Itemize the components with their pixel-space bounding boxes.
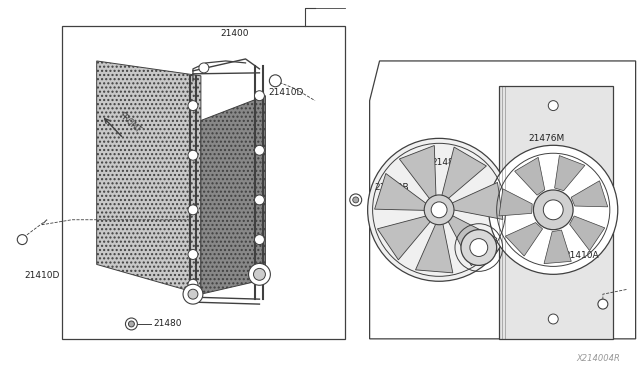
Text: 21410A: 21410A <box>564 251 599 260</box>
Circle shape <box>489 145 618 274</box>
Circle shape <box>548 314 558 324</box>
Circle shape <box>353 197 358 203</box>
Polygon shape <box>499 189 532 216</box>
Circle shape <box>255 91 264 101</box>
Text: 21410D: 21410D <box>268 88 304 97</box>
Polygon shape <box>451 182 503 219</box>
Text: 21400: 21400 <box>221 29 249 38</box>
Polygon shape <box>571 181 608 207</box>
Polygon shape <box>201 96 266 294</box>
Circle shape <box>253 268 266 280</box>
Text: FRONT: FRONT <box>116 110 142 134</box>
Polygon shape <box>506 222 543 256</box>
Text: 21487: 21487 <box>421 259 450 268</box>
Circle shape <box>17 235 28 244</box>
Circle shape <box>350 194 362 206</box>
Circle shape <box>548 101 558 110</box>
Polygon shape <box>555 155 585 190</box>
Polygon shape <box>515 157 545 195</box>
Circle shape <box>248 263 270 285</box>
Circle shape <box>470 238 488 256</box>
Circle shape <box>461 230 497 265</box>
Polygon shape <box>374 173 427 211</box>
Polygon shape <box>544 230 572 264</box>
Circle shape <box>543 200 563 220</box>
Circle shape <box>125 318 138 330</box>
Circle shape <box>188 289 198 299</box>
Circle shape <box>188 150 198 160</box>
Circle shape <box>188 205 198 215</box>
Text: 21476M: 21476M <box>529 134 564 143</box>
Polygon shape <box>570 216 605 251</box>
Circle shape <box>188 279 198 289</box>
Text: 21480: 21480 <box>153 320 182 328</box>
Circle shape <box>255 235 264 244</box>
Polygon shape <box>448 215 497 266</box>
Circle shape <box>424 195 454 225</box>
Circle shape <box>129 321 134 327</box>
Polygon shape <box>442 147 486 199</box>
Circle shape <box>255 145 264 155</box>
Text: X214004R: X214004R <box>576 354 620 363</box>
Circle shape <box>431 202 447 218</box>
Polygon shape <box>378 216 431 260</box>
Polygon shape <box>399 145 436 199</box>
Text: 21486: 21486 <box>431 158 460 167</box>
Text: 21410B: 21410B <box>374 183 409 192</box>
Circle shape <box>188 250 198 259</box>
Polygon shape <box>499 86 612 339</box>
Polygon shape <box>97 61 201 294</box>
Circle shape <box>255 195 264 205</box>
Circle shape <box>183 284 203 304</box>
Circle shape <box>199 63 209 73</box>
Circle shape <box>598 299 608 309</box>
Text: 21410D: 21410D <box>24 271 60 280</box>
Circle shape <box>533 190 573 230</box>
Bar <box>62 26 345 339</box>
Circle shape <box>367 138 511 281</box>
Polygon shape <box>415 223 453 273</box>
Circle shape <box>269 75 282 87</box>
Circle shape <box>188 101 198 110</box>
